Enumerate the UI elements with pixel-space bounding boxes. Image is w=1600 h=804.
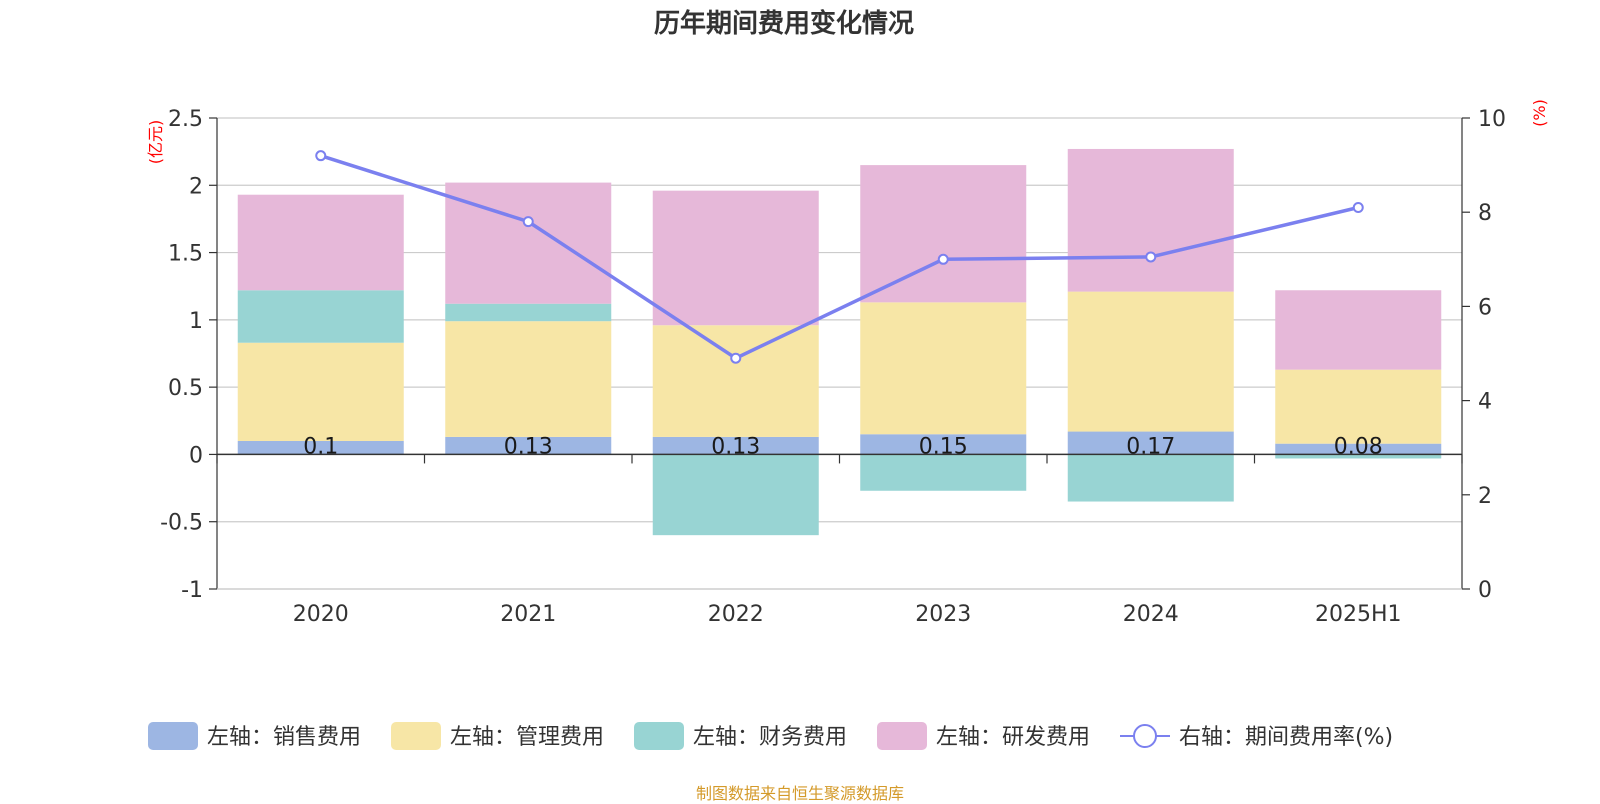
bar-segment [1275, 290, 1442, 370]
bar-segment [652, 436, 819, 455]
rate-point [1145, 251, 1157, 263]
rate-point [315, 150, 327, 162]
category-label: 2020 [293, 602, 349, 627]
bar-segment [1067, 454, 1234, 502]
right-axis-tick-label: 8 [1478, 201, 1492, 226]
category-label: 2024 [1123, 602, 1179, 627]
bar-segment [237, 342, 404, 441]
category-label: 2022 [708, 602, 764, 627]
bar-segment [1275, 443, 1442, 455]
category-label: 2023 [915, 602, 971, 627]
legend-marker [1133, 724, 1157, 748]
legend-swatch [148, 722, 198, 750]
legend-label: 左轴：研发费用 [936, 725, 1090, 750]
chart-title: 历年期间费用变化情况 [654, 8, 914, 39]
bar-segment [237, 440, 404, 455]
left-axis-tick-label: 2 [189, 174, 203, 199]
bar-segment [860, 302, 1027, 435]
bar-segment [445, 303, 612, 322]
axes: -1 -0.5 0 0.5 1 1.5 2 2.5 0 2 4 6 8 10 2020 2021 2022 202… [146, 99, 1549, 627]
bar-segment [652, 190, 819, 326]
category-label: 2025H1 [1315, 602, 1402, 627]
rate-line [315, 150, 1364, 364]
bar-segment [860, 165, 1027, 303]
left-axis-tick-label: 0 [189, 443, 203, 468]
bar-segment [445, 321, 612, 437]
legend-label: 左轴：财务费用 [693, 725, 847, 750]
bar-segment [860, 454, 1027, 491]
grid-lines [217, 117, 1462, 590]
data-label: 0.15 [919, 434, 968, 459]
rate-point [937, 253, 949, 265]
data-label: 0.13 [711, 434, 760, 459]
bar-segment [1067, 291, 1234, 432]
rate-point [522, 216, 534, 228]
legend-label: 右轴：期间费用率(%) [1179, 725, 1393, 750]
bar-segment [1275, 369, 1442, 444]
data-source-footer: 制图数据来自恒生聚源数据库 [695, 784, 904, 803]
legend-label: 左轴：管理费用 [450, 725, 604, 750]
legend-swatch [634, 722, 684, 750]
legend-swatch [391, 722, 441, 750]
right-axis-tick-label: 4 [1478, 390, 1492, 415]
data-label: 0.13 [504, 434, 553, 459]
right-axis-tick-label: 2 [1478, 484, 1492, 509]
left-axis-tick-label: 1.5 [168, 242, 203, 267]
legend-label: 左轴：销售费用 [207, 725, 361, 750]
left-axis-unit: (亿元) [146, 120, 165, 165]
data-label: 0.17 [1126, 434, 1175, 459]
bar-segment [237, 290, 404, 343]
rate-point [1352, 201, 1364, 213]
data-labels: 0.1 0.13 0.13 0.15 0.17 0.08 [303, 434, 1382, 459]
rate-line-path [320, 154, 1359, 361]
bar-segment [445, 436, 612, 455]
data-label: 0.08 [1334, 434, 1383, 459]
legend-swatch [877, 722, 927, 750]
right-axis-unit: (%) [1530, 99, 1549, 127]
bar-segment [1067, 148, 1234, 292]
left-axis-tick-label: 0.5 [168, 376, 203, 401]
right-axis-tick-label: 10 [1478, 107, 1506, 132]
bar-segment [1067, 431, 1234, 455]
legend: 左轴：销售费用 左轴：管理费用 左轴：财务费用 左轴：研发费用 右轴：期间费用率(%) [148, 722, 1393, 750]
bar-segment [860, 434, 1027, 455]
bar-segment [652, 325, 819, 437]
left-axis-tick-label: 2.5 [168, 107, 203, 132]
category-label: 2021 [500, 602, 556, 627]
bar-segment [445, 182, 612, 304]
data-label: 0.1 [303, 434, 338, 459]
bar-segment [1275, 454, 1442, 459]
rate-point [730, 352, 742, 364]
left-axis-tick-label: 1 [189, 309, 203, 334]
bar-segment [237, 194, 404, 291]
right-axis-tick-label: 0 [1478, 578, 1492, 603]
bars [237, 148, 1442, 536]
left-axis-tick-label: -1 [181, 578, 203, 603]
bar-segment [652, 454, 819, 536]
left-axis-tick-label: -0.5 [160, 511, 203, 536]
right-axis-tick-label: 6 [1478, 295, 1492, 320]
